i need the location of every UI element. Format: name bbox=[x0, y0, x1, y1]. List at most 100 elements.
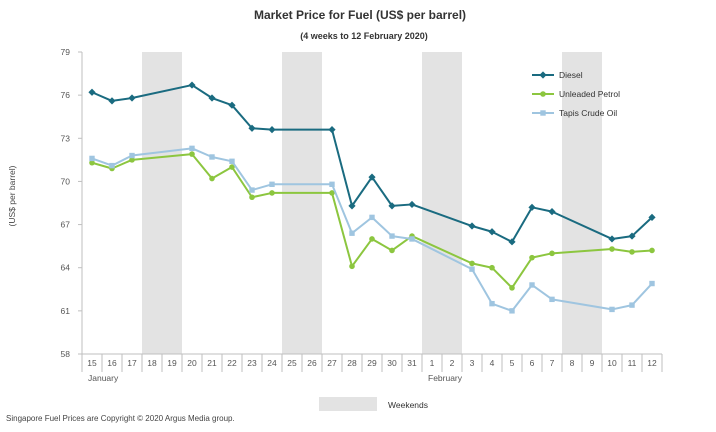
data-point-unleaded-petrol bbox=[489, 264, 495, 271]
weekend-legend-swatch bbox=[319, 397, 377, 411]
legend-marker-tapis-crude-oil bbox=[540, 110, 546, 116]
data-point-tapis-crude-oil bbox=[509, 308, 515, 314]
data-point-tapis-crude-oil bbox=[469, 266, 475, 272]
x-tick-label: 12 bbox=[647, 358, 657, 368]
data-point-tapis-crude-oil bbox=[489, 300, 495, 307]
data-point-diesel bbox=[228, 101, 236, 109]
data-point-diesel bbox=[528, 203, 536, 211]
y-tick-label: 58 bbox=[61, 349, 71, 359]
x-tick-label: 28 bbox=[347, 358, 357, 368]
data-point-tapis-crude-oil bbox=[329, 181, 335, 188]
data-point-tapis-crude-oil bbox=[649, 280, 655, 287]
series-diesel bbox=[88, 81, 656, 246]
month-label: January bbox=[88, 373, 119, 383]
data-point-unleaded-petrol bbox=[549, 250, 555, 257]
data-point-tapis-crude-oil bbox=[389, 233, 395, 239]
x-tick-label: 17 bbox=[127, 358, 137, 368]
x-tick-label: 7 bbox=[550, 358, 555, 368]
chart-subtitle: (4 weeks to 12 February 2020) bbox=[300, 31, 428, 41]
data-point-unleaded-petrol bbox=[269, 190, 275, 196]
data-point-unleaded-petrol bbox=[329, 190, 335, 196]
weekend-band-2 bbox=[422, 52, 462, 354]
y-tick-label: 64 bbox=[61, 263, 71, 273]
weekend-band-0 bbox=[142, 52, 182, 354]
x-tick-label: 19 bbox=[167, 358, 177, 368]
data-point-unleaded-petrol bbox=[89, 159, 95, 166]
data-point-diesel bbox=[628, 232, 636, 240]
weekend-band-1 bbox=[282, 52, 322, 354]
y-tick-label: 61 bbox=[61, 306, 71, 316]
data-point-tapis-crude-oil bbox=[349, 230, 355, 236]
data-point-diesel bbox=[128, 94, 136, 102]
data-point-unleaded-petrol bbox=[469, 260, 475, 267]
data-point-unleaded-petrol bbox=[129, 157, 135, 163]
legend-label-unleaded-petrol: Unleaded Petrol bbox=[559, 89, 620, 99]
x-tick-label: 31 bbox=[407, 358, 417, 368]
data-point-unleaded-petrol bbox=[249, 194, 255, 201]
data-point-tapis-crude-oil bbox=[269, 181, 275, 188]
data-point-diesel bbox=[88, 88, 96, 96]
y-tick-label: 79 bbox=[61, 47, 71, 57]
x-tick-label: 1 bbox=[430, 358, 435, 368]
data-point-diesel bbox=[188, 81, 196, 89]
y-tick-label: 70 bbox=[61, 176, 71, 186]
data-point-unleaded-petrol bbox=[389, 247, 395, 254]
data-point-unleaded-petrol bbox=[529, 254, 535, 261]
data-point-tapis-crude-oil bbox=[549, 296, 555, 303]
data-point-diesel bbox=[208, 94, 216, 102]
legend-label-diesel: Diesel bbox=[559, 70, 583, 80]
legend-marker-unleaded-petrol bbox=[540, 91, 546, 97]
data-point-diesel bbox=[268, 126, 276, 134]
weekend-legend: Weekends bbox=[319, 397, 428, 411]
x-tick-label: 4 bbox=[490, 358, 495, 368]
x-tick-label: 15 bbox=[87, 358, 97, 368]
x-tick-label: 16 bbox=[107, 358, 117, 368]
x-tick-label: 8 bbox=[570, 358, 575, 368]
data-point-unleaded-petrol bbox=[189, 151, 195, 157]
data-point-diesel bbox=[368, 173, 376, 181]
data-point-tapis-crude-oil bbox=[409, 236, 415, 242]
x-tick-label: 2 bbox=[450, 358, 455, 368]
x-tick-label: 22 bbox=[227, 358, 237, 368]
x-tick-label: 25 bbox=[287, 358, 297, 368]
data-point-unleaded-petrol bbox=[649, 247, 655, 254]
x-tick-label: 26 bbox=[307, 358, 317, 368]
y-tick-label: 76 bbox=[61, 90, 71, 100]
x-tick-label: 5 bbox=[510, 358, 515, 368]
data-point-diesel bbox=[408, 200, 416, 209]
data-point-diesel bbox=[648, 213, 656, 221]
x-tick-label: 10 bbox=[607, 358, 617, 368]
data-point-unleaded-petrol bbox=[629, 249, 635, 255]
data-point-unleaded-petrol bbox=[509, 285, 515, 291]
data-point-diesel bbox=[488, 228, 496, 236]
data-point-diesel bbox=[348, 202, 356, 210]
x-tick-label: 24 bbox=[267, 358, 277, 368]
legend-label-tapis-crude-oil: Tapis Crude Oil bbox=[559, 108, 617, 118]
x-tick-label: 11 bbox=[628, 358, 637, 368]
chart-title: Market Price for Fuel (US$ per barrel) bbox=[254, 8, 466, 22]
x-tick-label: 20 bbox=[187, 358, 197, 368]
series-tapis-crude-oil bbox=[89, 145, 655, 314]
data-point-diesel bbox=[548, 208, 556, 216]
data-point-tapis-crude-oil bbox=[129, 152, 135, 159]
data-point-unleaded-petrol bbox=[609, 246, 615, 252]
data-point-diesel bbox=[328, 126, 336, 134]
data-point-tapis-crude-oil bbox=[249, 187, 255, 193]
data-point-tapis-crude-oil bbox=[229, 158, 235, 164]
x-tick-label: 9 bbox=[590, 358, 595, 368]
y-axis-label: (US$ per barrel) bbox=[7, 165, 17, 226]
data-point-tapis-crude-oil bbox=[189, 145, 195, 152]
data-point-unleaded-petrol bbox=[229, 164, 235, 170]
y-tick-label: 67 bbox=[61, 220, 71, 230]
data-point-tapis-crude-oil bbox=[369, 214, 375, 221]
x-tick-label: 3 bbox=[470, 358, 475, 368]
y-tick-label: 73 bbox=[61, 133, 71, 143]
data-point-diesel bbox=[108, 97, 116, 105]
copyright-note: Singapore Fuel Prices are Copyright © 20… bbox=[6, 414, 235, 423]
x-tick-label: 30 bbox=[387, 358, 397, 368]
data-point-unleaded-petrol bbox=[349, 263, 355, 270]
data-point-diesel bbox=[468, 222, 476, 230]
x-tick-label: 6 bbox=[530, 358, 535, 368]
data-point-tapis-crude-oil bbox=[609, 306, 615, 313]
